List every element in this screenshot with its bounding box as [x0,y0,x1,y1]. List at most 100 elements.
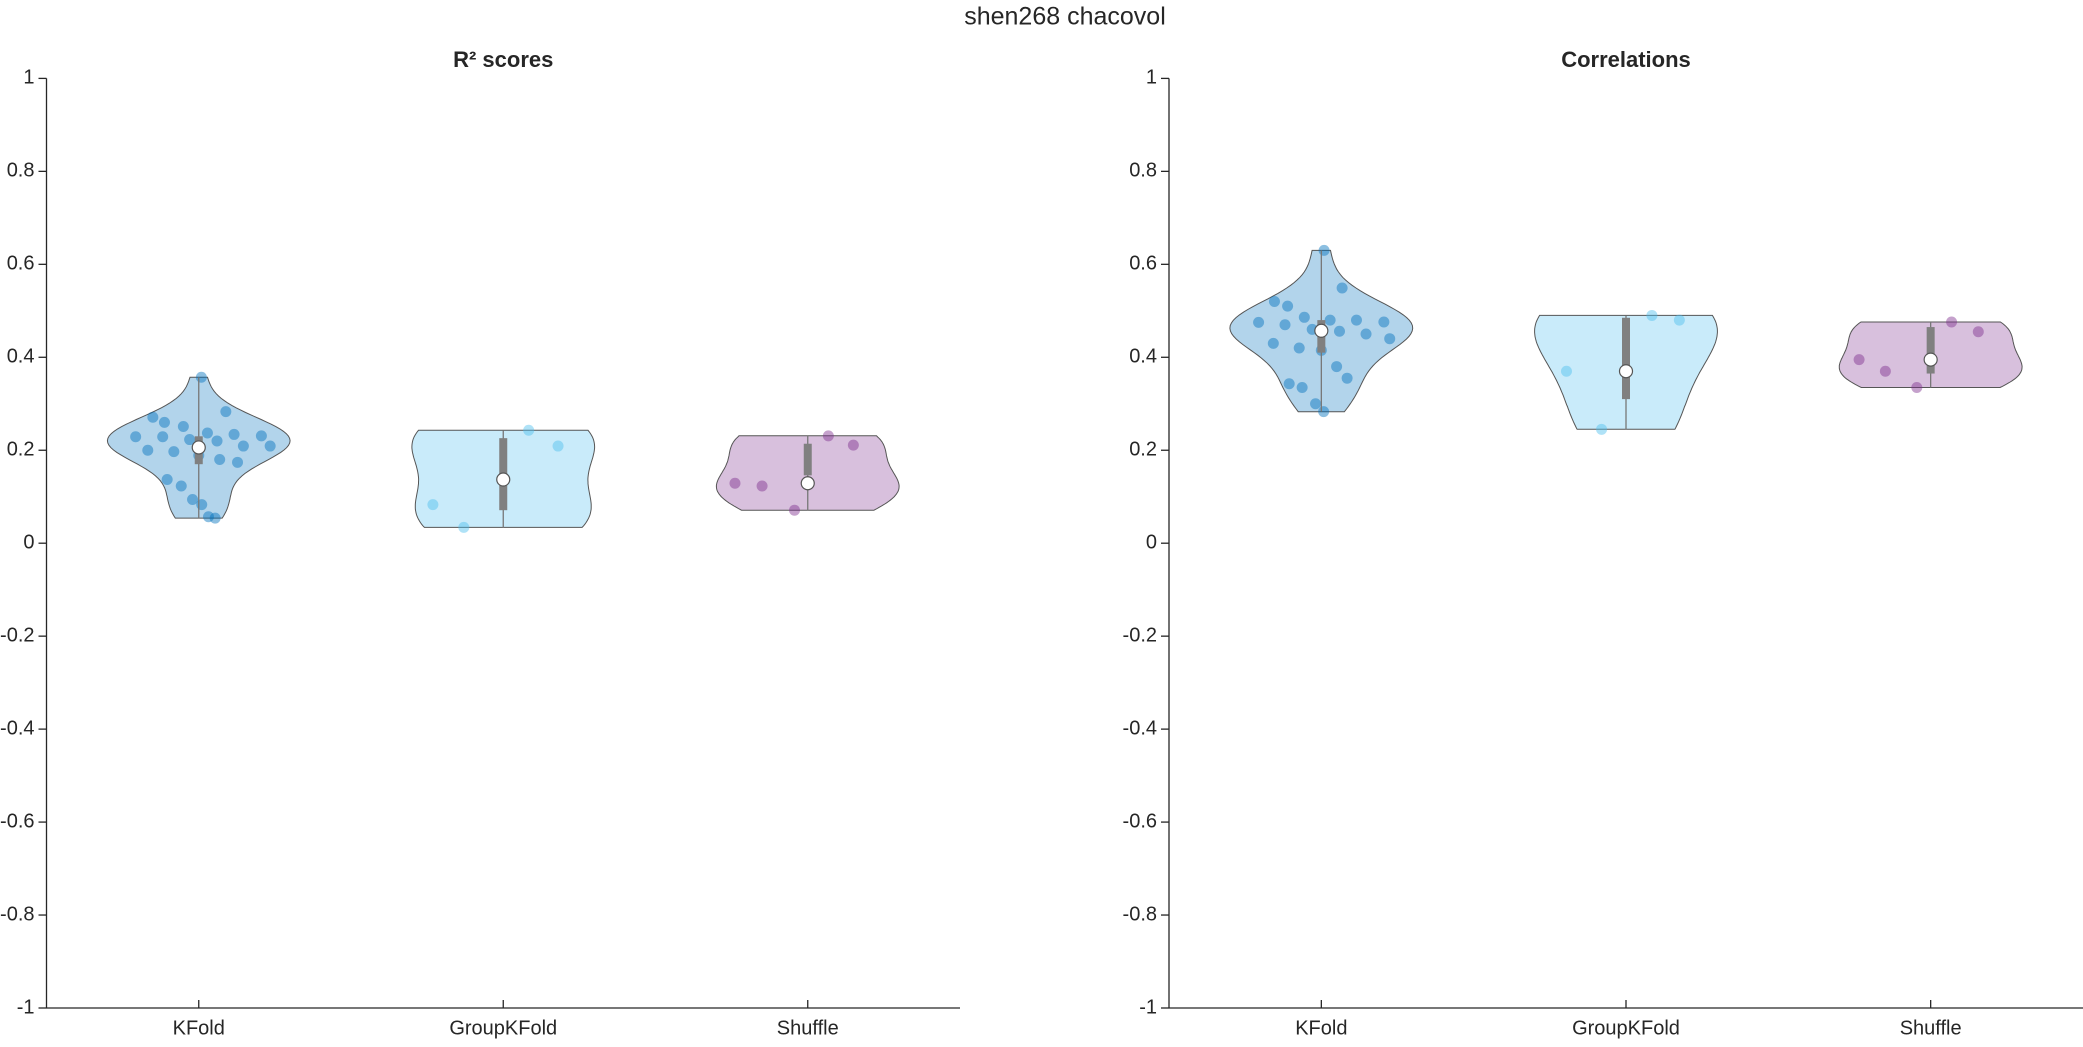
y-tick-label: -0.4 [0,717,34,739]
data-point [211,435,223,447]
data-point [1267,337,1279,349]
data-point [168,446,180,458]
data-point [1282,300,1294,312]
data-point [161,474,173,486]
data-point [523,424,535,436]
data-point [184,434,196,446]
data-point [264,440,276,452]
y-tick-label: 1 [23,67,34,89]
data-point [1341,372,1353,384]
data-point [847,439,859,451]
data-point [1646,309,1658,321]
data-point [175,480,187,492]
data-point [729,477,741,489]
data-point [209,512,221,524]
median [191,440,206,455]
data-point [202,511,214,523]
data-point [552,440,564,452]
y-tick-label: -0.2 [0,624,34,646]
data-point [1268,296,1280,308]
y-tick-label: 0.2 [7,439,35,461]
data-point [1333,325,1345,337]
figure-title: shen268 chacovol [964,3,1166,31]
subplot-title: R² scores [453,47,553,72]
data-point [1360,328,1372,340]
y-tick-label: 0 [23,531,34,553]
y-tick-label: 1 [1146,67,1157,89]
data-point [1560,365,1572,377]
data-point [822,430,834,442]
data-point [1318,244,1330,256]
x-tick-label: GroupKFold [1572,1017,1680,1039]
y-tick-label: -0.4 [1123,717,1157,739]
y-tick-label: -0.8 [0,903,34,925]
y-tick-label: 0.8 [1129,160,1157,182]
data-point [232,456,244,468]
data-point [427,499,439,511]
y-tick-label: 0.4 [1129,346,1157,368]
data-point [1972,326,1984,338]
median [1618,364,1634,379]
data-point [195,371,207,383]
data-point [1350,314,1362,326]
x-tick-label: Shuffle [1900,1017,1962,1039]
data-point [789,504,801,516]
median [496,472,511,487]
y-tick-label: 0 [1146,531,1157,553]
y-tick-label: -0.6 [0,810,34,832]
y-tick-label: 0.8 [7,160,35,182]
data-point [1253,316,1265,328]
data-point [1324,314,1336,326]
data-point [228,428,240,440]
x-tick-label: KFold [173,1017,225,1039]
data-point [1384,333,1396,345]
data-point [1296,381,1308,393]
y-tick-label: 0.6 [1129,253,1157,275]
data-point [142,444,154,456]
data-point [1331,361,1343,373]
data-point [220,406,232,418]
x-tick-label: KFold [1295,1017,1347,1039]
y-tick-label: 0.4 [7,346,35,368]
data-point [1283,378,1295,390]
y-tick-label: -1 [1139,996,1157,1018]
data-point [756,480,768,492]
x-tick-label: Shuffle [777,1017,839,1039]
y-tick-label: -1 [17,996,35,1018]
data-point [196,499,208,511]
data-point [1293,342,1305,354]
data-point [1336,282,1348,294]
data-point [1853,354,1865,366]
y-tick-label: -0.8 [1123,903,1157,925]
y-tick-label: 0.2 [1129,439,1157,461]
subplot-title: Correlations [1561,47,1691,72]
data-point [1911,381,1923,393]
y-tick-label: -0.2 [1123,624,1157,646]
data-point [1596,423,1608,435]
data-point [1946,316,1958,328]
median [800,476,815,491]
median [1923,352,1938,367]
subplot: Correlations -1 -0.8 -0.6 -0.4 -0.2 0 0.2 0.4 0.6… [1123,47,2083,1039]
data-point [177,421,189,433]
data-point [458,521,470,533]
data-point [1318,406,1330,418]
iqr-box [803,443,812,476]
data-point [130,431,142,443]
data-point [187,494,199,506]
data-point [1879,365,1891,377]
data-point [1673,314,1685,326]
iqr-box [1926,327,1935,374]
data-point [1298,311,1310,323]
data-point [157,431,169,443]
subplot: R² scores -1 -0.8 -0.6 -0.4 -0.2 0 0.2 0.4 0.6 0.8… [0,47,960,1039]
data-point [1279,319,1291,331]
data-point [158,416,170,428]
data-point [237,440,249,452]
data-point [1310,398,1322,410]
x-tick-label: GroupKFold [449,1017,557,1039]
iqr-box [1622,317,1630,400]
data-point [1378,316,1390,328]
y-tick-label: -0.6 [1123,810,1157,832]
